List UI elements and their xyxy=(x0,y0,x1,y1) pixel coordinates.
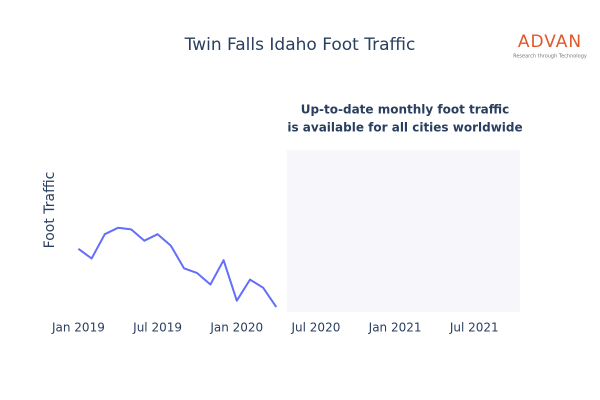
chart-title: Twin Falls Idaho Foot Traffic xyxy=(184,35,416,55)
annotation: Up-to-date monthly foot traffic xyxy=(301,103,510,117)
y-axis-label: Foot Traffic xyxy=(42,172,58,249)
x-tick-label: Jul 2021 xyxy=(449,321,499,335)
data-line xyxy=(77,226,278,308)
x-tick-label: Jan 2021 xyxy=(368,321,422,335)
x-tick-label: Jul 2020 xyxy=(291,321,341,335)
logo-tagline: Research through Technology xyxy=(513,54,587,60)
unavailable-region xyxy=(287,150,520,312)
x-tick-label: Jan 2020 xyxy=(209,321,263,335)
annotation: is available for all cities worldwide xyxy=(287,121,522,135)
x-tick-label: Jul 2019 xyxy=(132,321,182,335)
logo: ADVAN xyxy=(518,32,582,52)
x-tick-label: Jan 2019 xyxy=(51,321,105,335)
